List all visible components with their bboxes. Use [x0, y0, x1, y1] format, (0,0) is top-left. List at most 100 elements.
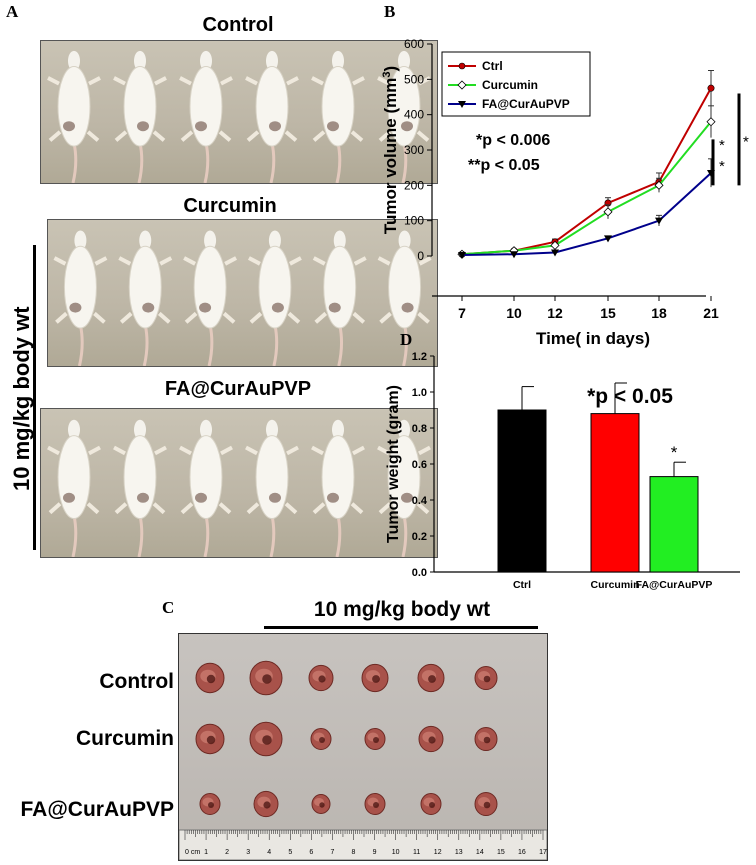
annotation-p2: **p < 0.05: [468, 157, 540, 174]
bar-0: [497, 409, 547, 573]
y-axis-title: Tumor weight (gram): [385, 385, 402, 543]
tumor-core: [428, 675, 436, 683]
mouse-forelimb: [113, 445, 126, 456]
mouse-tumor: [195, 121, 207, 132]
mouse-head: [204, 230, 217, 251]
y-axis-title: Tumor volume (mm3): [381, 66, 400, 234]
tumor-core: [262, 735, 272, 745]
mouse: [377, 50, 431, 183]
tumor-core: [263, 801, 271, 809]
fa-group-title: FA@CurAuPVP: [164, 378, 312, 400]
mouse-tumor: [137, 492, 149, 503]
mouse: [245, 50, 299, 183]
mouse-hindlimb: [378, 130, 392, 142]
mouse-body: [193, 245, 227, 329]
mouse-tumor: [327, 492, 339, 503]
mouse-body: [321, 435, 355, 520]
mouse-forelimb: [88, 445, 101, 456]
mouse-tail: [335, 142, 342, 183]
mouse-hindlimb: [184, 311, 198, 324]
bar-2: [649, 476, 699, 573]
ruler-number: 15: [497, 849, 505, 856]
mouse-hindlimb: [249, 311, 263, 324]
mouse-head: [398, 50, 410, 71]
tumor: [417, 663, 445, 693]
mouse: [53, 230, 108, 366]
mouse-hindlimb: [222, 311, 236, 324]
row-label-fa: FA@CurAuPVP: [20, 798, 175, 821]
data-point: [458, 251, 466, 259]
mouse-tail: [203, 515, 210, 557]
mouse-forelimb: [377, 256, 391, 266]
x-tick-label-1: Curcumin: [590, 579, 639, 591]
tumor: [308, 664, 334, 692]
mouse: [113, 50, 167, 183]
mouse-body: [323, 245, 357, 329]
mouse-tumor: [271, 302, 284, 313]
mouse-head: [74, 230, 87, 251]
legend-label-2: FA@CurAuPVP: [482, 97, 570, 111]
data-point: [706, 117, 716, 127]
mouse-forelimb: [179, 445, 192, 456]
mouse-head: [68, 419, 80, 440]
mouse-forelimb: [286, 445, 299, 456]
mouse-forelimb: [286, 76, 299, 86]
mouse: [247, 230, 302, 366]
mouse-head: [398, 419, 410, 440]
legend-label-1: Curcumin: [482, 78, 538, 92]
mouse-forelimb: [311, 76, 324, 86]
mouse-body: [255, 435, 289, 520]
ruler-number: 17: [539, 849, 547, 856]
tumor: [199, 793, 221, 815]
mouse-hindlimb: [152, 502, 166, 515]
mouse-forelimb: [288, 256, 302, 266]
mouse-body: [321, 66, 355, 147]
mouse: [245, 419, 299, 557]
legend-marker: [458, 62, 466, 70]
tumor-core: [206, 674, 216, 684]
ruler-number: 7: [330, 849, 334, 856]
mouse-forelimb: [113, 76, 126, 86]
ruler-number: 6: [309, 849, 313, 856]
mouse-tumor: [137, 121, 149, 132]
mouse-forelimb: [179, 76, 192, 86]
sig-mark: *: [719, 137, 725, 154]
mouse-head: [200, 50, 212, 71]
mouse-tail: [71, 142, 78, 183]
control-mice-photo: [40, 40, 438, 184]
sig-mark: *: [671, 443, 678, 462]
mouse-hindlimb: [284, 130, 298, 142]
tumor-core: [208, 802, 214, 808]
data-point: [604, 235, 612, 243]
mouse-hindlimb: [246, 130, 260, 142]
mouse-forelimb: [53, 256, 67, 266]
data-point: [551, 249, 559, 257]
mouse-hindlimb: [157, 311, 171, 324]
mouse-forelimb: [94, 256, 108, 266]
mouse-hindlimb: [119, 311, 133, 324]
mouse-forelimb: [418, 256, 432, 266]
ruler-number: 12: [434, 849, 442, 856]
mouse-forelimb: [154, 445, 167, 456]
mouse-forelimb: [47, 76, 60, 86]
mouse-hindlimb: [86, 130, 100, 142]
mouse-hindlimb: [180, 502, 194, 515]
mouse-hindlimb: [114, 130, 128, 142]
y-tick-label: 1.0: [412, 387, 427, 399]
mouse-tumor: [401, 492, 413, 503]
tumor: [361, 663, 389, 693]
mouse-body: [128, 245, 162, 329]
ruler-number: 16: [518, 849, 526, 856]
mouse-body: [57, 435, 91, 520]
ruler-number: 11: [413, 849, 420, 856]
bar-1: [590, 413, 640, 573]
mouse-forelimb: [418, 445, 431, 456]
control-group-title: Control: [202, 14, 274, 36]
ruler-number: 8: [352, 849, 356, 856]
y-tick-label: 0.6: [412, 459, 427, 471]
mouse-forelimb: [224, 256, 238, 266]
tumor: [311, 794, 331, 814]
y-tick-label: 200: [404, 178, 424, 192]
mouse-hindlimb: [152, 130, 166, 142]
tumor-weight-chart: 0.0 0.2 0.4 0.6 0.8 1.0 1.2 Ctrl CurcuminFA@CurA…: [385, 351, 740, 591]
